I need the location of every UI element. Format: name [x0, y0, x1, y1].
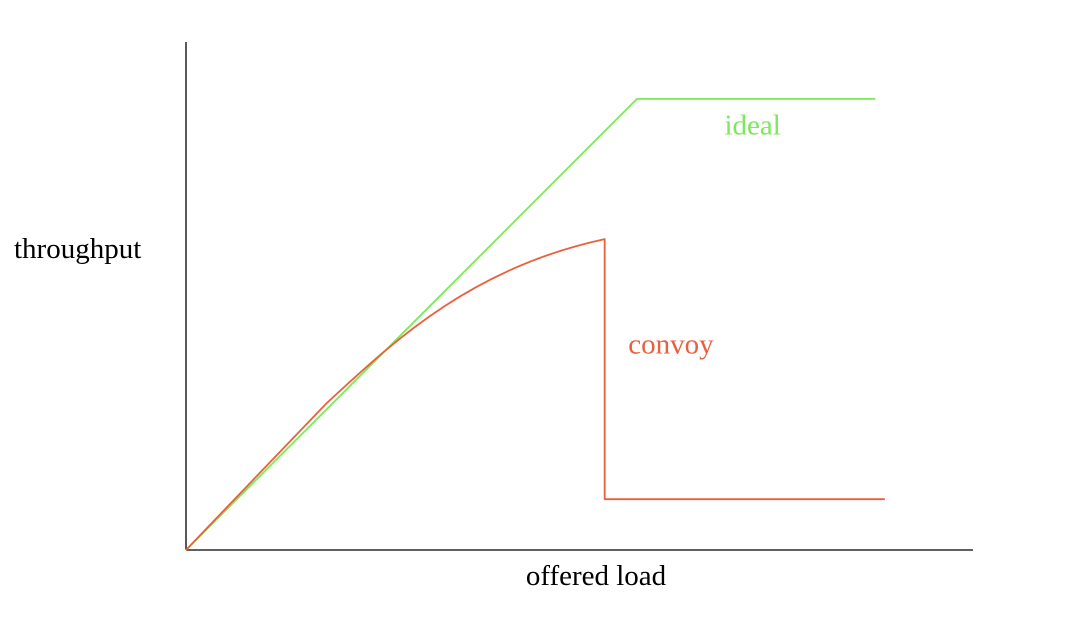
y-axis-title: throughput: [14, 233, 141, 265]
series-layer: [185, 97, 885, 551]
series-label-ideal: ideal: [724, 109, 780, 141]
series-line-ideal: [185, 97, 876, 551]
label-layer: ideal convoy: [628, 109, 781, 360]
x-axis-title: offered load: [526, 560, 667, 592]
chart-axes: [185, 42, 973, 551]
series-label-convoy: convoy: [628, 328, 714, 360]
series-line-convoy: [185, 238, 885, 551]
